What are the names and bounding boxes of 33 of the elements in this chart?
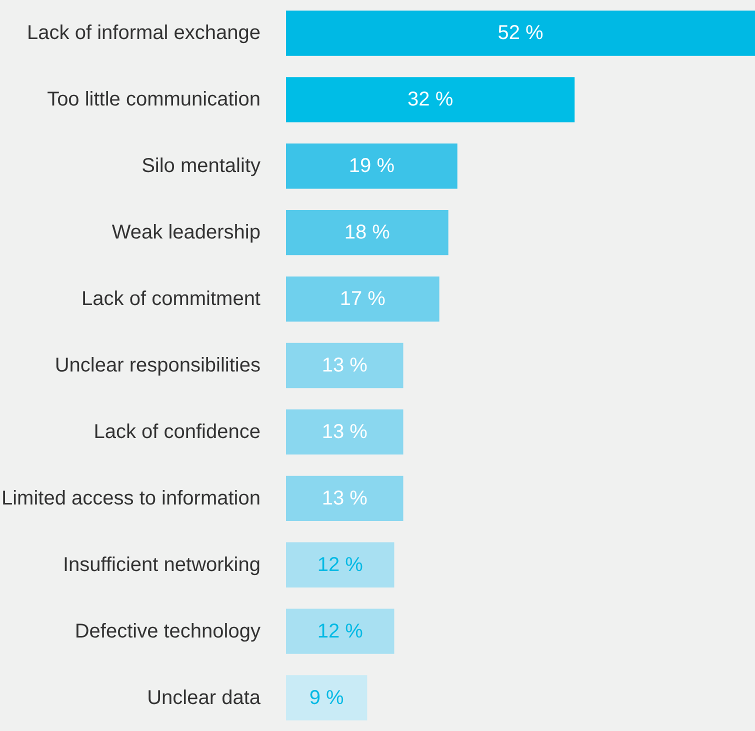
y-tick-label: Silo mentality [142, 155, 260, 178]
data-label: 19 % [348, 155, 395, 178]
data-label: 13 % [322, 420, 368, 443]
y-tick-label: Lack of commitment [82, 288, 261, 310]
y-tick-label: Defective technology [74, 620, 260, 642]
y-tick-label: Unclear responsibilities [54, 354, 260, 376]
bar [286, 542, 394, 588]
data-label: 18 % [344, 222, 390, 244]
bar [286, 675, 368, 720]
bar [286, 608, 394, 654]
bar [286, 276, 440, 322]
y-tick-label: Too little communication [47, 88, 260, 111]
bar [286, 476, 404, 522]
data-label: 32 % [408, 88, 454, 111]
y-tick-label: Weak leadership [112, 222, 260, 244]
data-label: 17 % [340, 288, 386, 310]
data-label: 13 % [322, 487, 368, 510]
y-tick-label: Limited access to information [1, 487, 260, 510]
bar [286, 210, 448, 256]
y-tick-label: Unclear data [147, 686, 262, 709]
data-label: 12 % [317, 620, 364, 642]
bar [286, 144, 458, 189]
y-tick-label: Insufficient networking [62, 554, 260, 576]
data-label: 13 % [322, 354, 368, 376]
bar [286, 10, 755, 56]
bar [286, 409, 404, 455]
bar [286, 342, 404, 388]
data-label: 52 % [498, 22, 544, 44]
y-tick-label: Lack of confidence [94, 420, 260, 443]
data-label: 12 % [317, 554, 364, 576]
bar [286, 77, 575, 122]
y-tick-label: Lack of informal exchange [27, 22, 260, 44]
data-label: 9 % [309, 686, 344, 709]
